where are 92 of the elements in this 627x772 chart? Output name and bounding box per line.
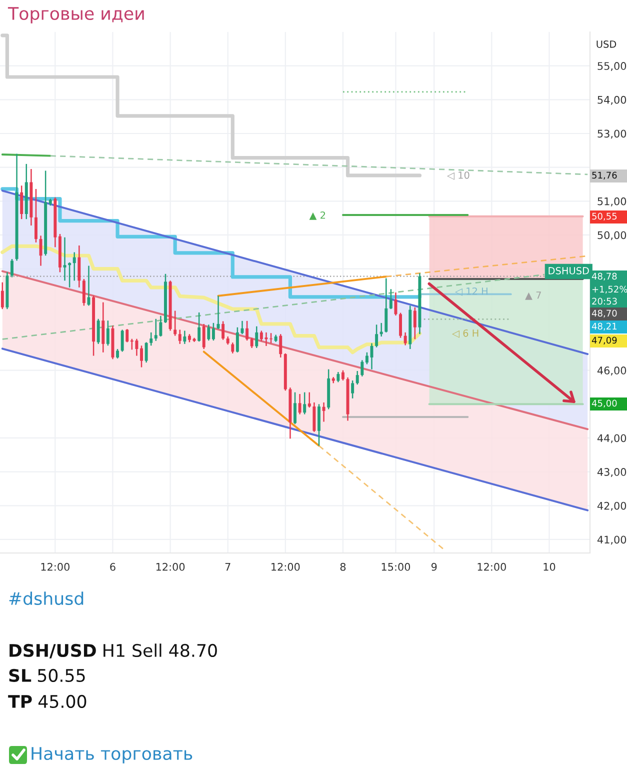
annotation: ▲ 7: [525, 292, 541, 300]
y-tick-label: 53,00: [598, 130, 626, 139]
candlestick: [399, 312, 402, 338]
candlestick: [356, 370, 359, 386]
text: 48,70: [592, 310, 617, 318]
candlestick: [404, 332, 407, 346]
x-tick-label: 7: [225, 563, 230, 571]
text: 48,78: [592, 272, 617, 281]
candlestick: [120, 329, 124, 352]
candlestick: [34, 188, 38, 244]
candlestick: [202, 323, 206, 350]
candlestick: [102, 302, 105, 354]
chart-title: Торговые идеи: [8, 7, 144, 24]
candlestick: [294, 392, 296, 425]
candlestick: [198, 312, 201, 342]
candlestick: [68, 262, 72, 288]
candlestick: [10, 258, 14, 278]
y-tick-label: 54,00: [598, 96, 626, 105]
y-tick-label: 55,00: [598, 62, 626, 71]
candlestick: [394, 292, 398, 316]
candlestick: [140, 344, 143, 368]
text: 20:53: [592, 298, 617, 305]
candlestick: [384, 278, 388, 334]
y-tick-label: 51,00: [598, 197, 626, 206]
candlestick: [78, 244, 81, 288]
text: Начать торговать: [32, 747, 192, 764]
candlestick: [413, 306, 416, 340]
annotation: ◁ 6 H: [452, 329, 478, 338]
text: 45,00: [592, 400, 617, 408]
y-tick-label: 43,00: [597, 468, 626, 477]
x-tick-label: 12:00: [478, 562, 506, 571]
candlestick: [150, 332, 153, 346]
x-tick-label: 9: [431, 562, 437, 571]
x-tick-label: 8: [340, 562, 346, 571]
candlestick: [106, 320, 110, 346]
candlestick: [222, 320, 225, 340]
annotation: ▲ 2: [309, 211, 326, 220]
text: +1,52%: [592, 286, 627, 294]
candlestick: [255, 326, 258, 349]
line-series: [0, 244, 422, 354]
text: #dshusd: [9, 592, 84, 606]
text: 47,09: [592, 336, 617, 345]
text: DSH/USD H1 Sell 48.70: [10, 644, 217, 658]
candlestick: [279, 333, 282, 358]
candlestick: [365, 352, 368, 365]
candlestick: [341, 370, 344, 382]
candlestick: [231, 342, 234, 354]
text: 50,55: [592, 212, 617, 221]
candlestick: [116, 348, 120, 360]
candlestick: [250, 337, 254, 349]
candlestick: [303, 392, 306, 415]
candlestick: [212, 322, 215, 342]
y-tick-label: 46,00: [597, 366, 626, 376]
candlestick: [174, 310, 177, 336]
candlestick: [0, 282, 4, 310]
candlestick: [207, 324, 210, 342]
candlestick: [298, 393, 302, 415]
candlestick: [375, 324, 378, 348]
candlestick: [96, 318, 100, 345]
text: TP 45.00: [8, 694, 86, 708]
text: 48,21: [592, 322, 617, 331]
candlestick: [389, 288, 392, 310]
x-tick-label: 10: [544, 562, 556, 571]
x-tick-label: 12:00: [41, 562, 70, 571]
candlestick: [82, 278, 86, 306]
x-tick-label: 15:00: [382, 562, 410, 571]
y-tick-label: 42,00: [597, 502, 626, 511]
y-tick-label: 41,00: [597, 536, 626, 545]
y-tick-label: 44,00: [597, 434, 626, 444]
candlestick: [246, 320, 249, 342]
candlestick: [322, 402, 326, 422]
candlestick: [178, 329, 182, 345]
x-tick-label: 12:00: [156, 562, 185, 571]
candlestick: [308, 392, 311, 408]
candlestick: [126, 328, 129, 343]
x-tick-label: 12:00: [272, 562, 300, 571]
candlestick: [380, 322, 383, 338]
x-tick-label: 6: [110, 562, 116, 571]
annotation: DSHUSD: [548, 267, 589, 274]
annotation: ◁ 10: [447, 171, 470, 180]
text: 51,76: [592, 172, 617, 180]
text: SL 50.55: [9, 668, 85, 682]
candlestick: [183, 330, 186, 345]
candlestick: [39, 235, 42, 266]
candlestick: [20, 184, 24, 220]
y-tick-label: 50,00: [598, 231, 626, 240]
candlestick: [360, 360, 364, 378]
candlestick: [144, 342, 148, 364]
y-axis-title: USD: [596, 40, 616, 48]
candlestick: [72, 252, 76, 282]
candlestick: [351, 380, 354, 400]
candlestick: [336, 371, 340, 383]
